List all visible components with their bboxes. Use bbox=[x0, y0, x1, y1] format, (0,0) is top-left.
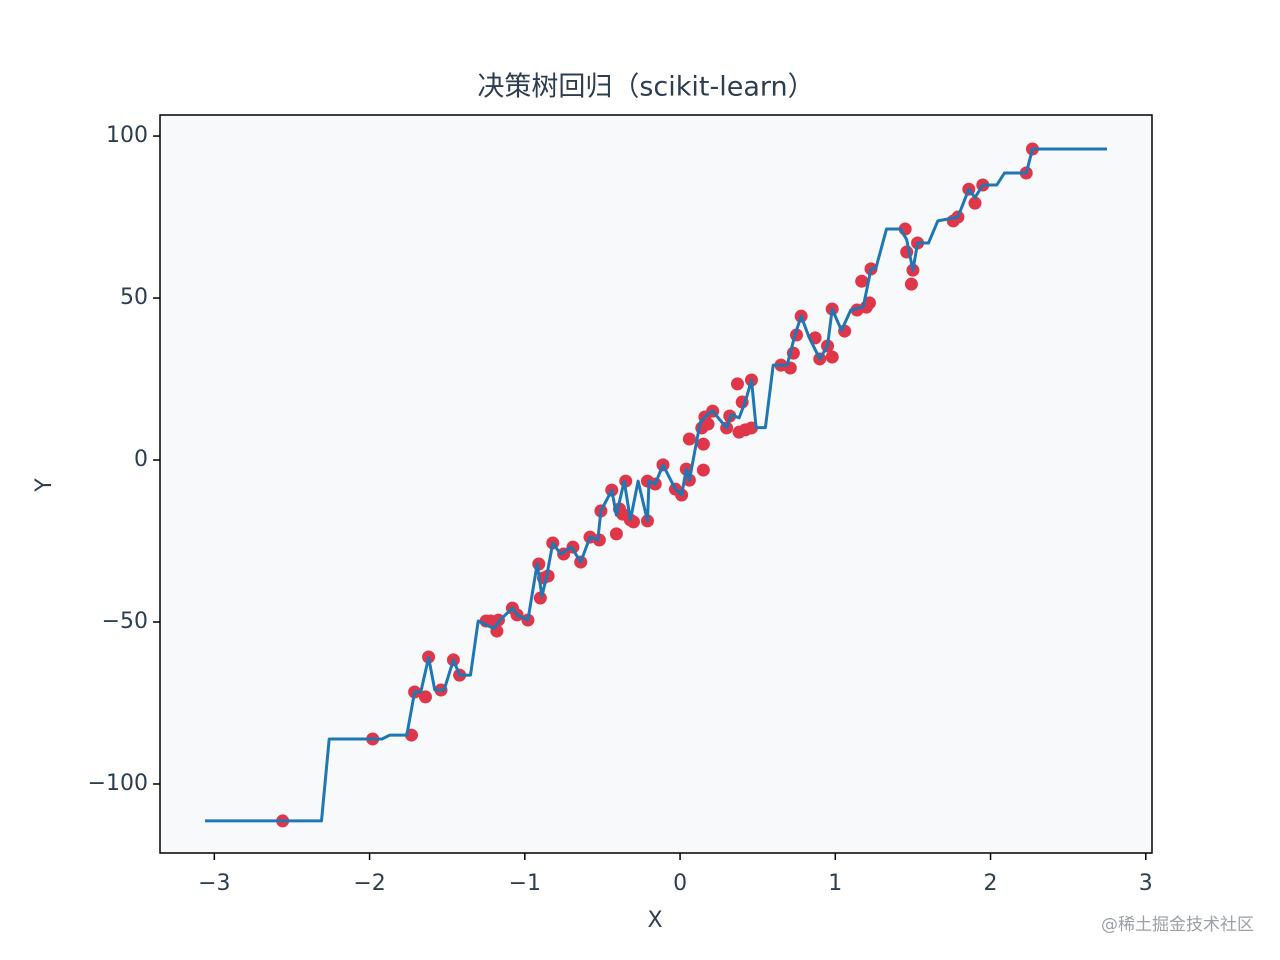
scatter-point bbox=[904, 277, 918, 291]
x-tick-label: 1 bbox=[828, 871, 842, 896]
y-tick-label: 100 bbox=[106, 123, 148, 148]
x-axis-label: X bbox=[647, 908, 662, 933]
scatter-point bbox=[682, 432, 696, 446]
plot-frame bbox=[159, 114, 1153, 854]
scatter-point bbox=[418, 690, 432, 704]
x-tick-label: −2 bbox=[353, 871, 385, 896]
scatter-point bbox=[609, 527, 623, 541]
x-tick-label: 2 bbox=[984, 871, 998, 896]
scatter-point bbox=[701, 417, 715, 431]
scatter-point bbox=[783, 361, 797, 375]
chart-title: 决策树回归（scikit-learn） bbox=[477, 72, 814, 103]
x-tick-label: 3 bbox=[1139, 871, 1153, 896]
scatter-point bbox=[731, 377, 745, 391]
prediction-line bbox=[205, 147, 1107, 823]
data-layer bbox=[205, 142, 1107, 828]
y-tick-label: −50 bbox=[102, 609, 148, 634]
scatter-point bbox=[696, 437, 710, 451]
y-tick-label: 50 bbox=[120, 285, 148, 310]
y-tick-label: −100 bbox=[88, 771, 148, 796]
scatter-point bbox=[696, 463, 710, 477]
x-tick-label: −3 bbox=[198, 871, 230, 896]
scatter-point bbox=[825, 350, 839, 364]
x-tick-label: −1 bbox=[509, 871, 541, 896]
scatter-point bbox=[592, 533, 606, 547]
y-tick-label: 0 bbox=[134, 447, 148, 472]
scatter-point bbox=[968, 196, 982, 210]
scatter-point bbox=[855, 274, 869, 288]
watermark: @稀土掘金技术社区 bbox=[1101, 915, 1254, 935]
y-axis-label: Y bbox=[32, 478, 57, 493]
x-tick-label: 0 bbox=[673, 871, 687, 896]
